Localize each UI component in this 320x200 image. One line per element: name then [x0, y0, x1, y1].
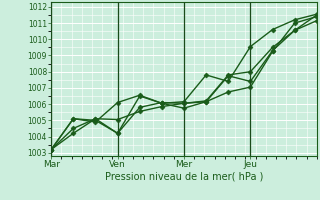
X-axis label: Pression niveau de la mer( hPa ): Pression niveau de la mer( hPa ) [105, 172, 263, 182]
